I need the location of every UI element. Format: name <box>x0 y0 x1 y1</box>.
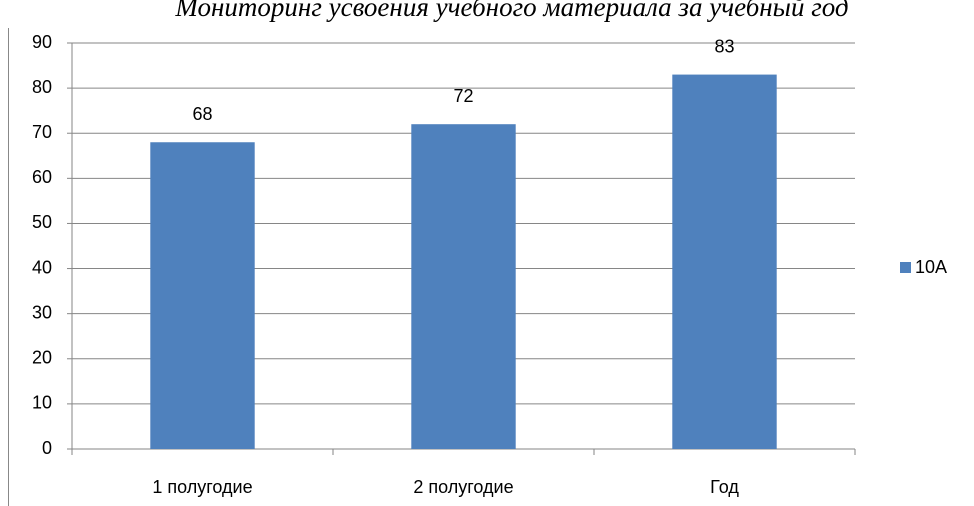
x-tick-label: 2 полугодие <box>413 477 513 497</box>
legend-label: 10А <box>915 257 947 277</box>
y-tick-label: 30 <box>32 302 52 322</box>
y-tick-label: 60 <box>32 167 52 187</box>
y-tick-label: 40 <box>32 257 52 277</box>
y-tick-label: 10 <box>32 393 52 413</box>
data-label: 72 <box>453 86 473 106</box>
y-tick-label: 20 <box>32 348 52 368</box>
data-label: 83 <box>714 36 734 56</box>
legend-swatch <box>900 262 911 273</box>
bar <box>411 124 516 449</box>
y-tick-label: 80 <box>32 77 52 97</box>
y-tick-label: 0 <box>42 438 52 458</box>
x-tick-label: Год <box>710 477 739 497</box>
x-tick-label: 1 полугодие <box>152 477 252 497</box>
bar <box>672 74 777 450</box>
data-label: 68 <box>192 104 212 124</box>
bar <box>150 142 255 449</box>
chart-title: Мониторинг усвоения учебного материала з… <box>174 0 848 22</box>
y-tick-label: 70 <box>32 122 52 142</box>
y-tick-label: 50 <box>32 212 52 232</box>
y-tick-label: 90 <box>32 32 52 52</box>
